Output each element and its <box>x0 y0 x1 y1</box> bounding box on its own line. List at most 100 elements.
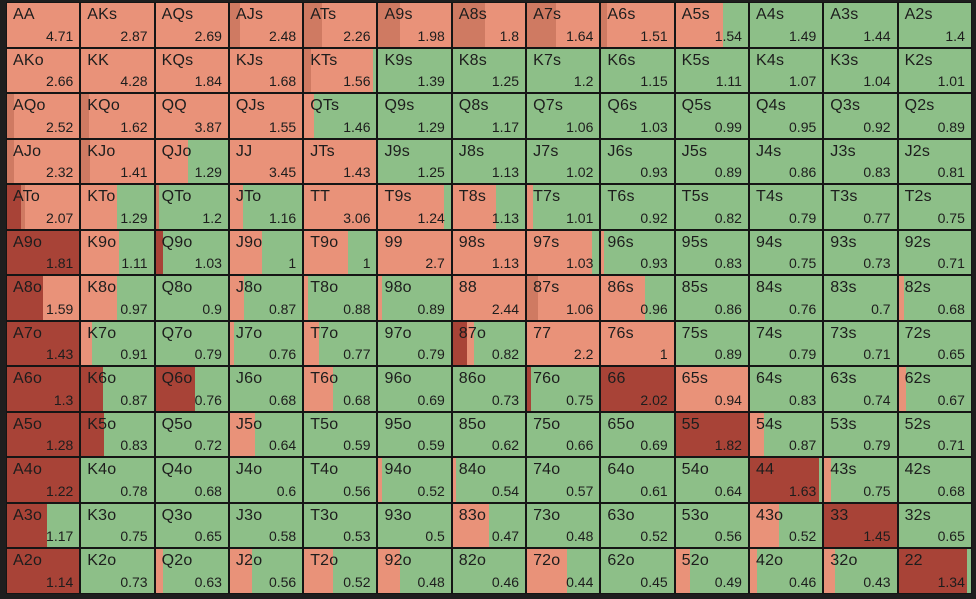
hand-cell[interactable]: 22 1.34 <box>897 548 972 594</box>
hand-cell[interactable]: T6s 0.92 <box>600 184 675 230</box>
hand-cell[interactable]: K7o 0.91 <box>80 320 155 366</box>
hand-cell[interactable]: 94o 0.52 <box>377 457 452 503</box>
hand-cell[interactable]: Q9o 1.03 <box>154 229 229 275</box>
hand-cell[interactable]: 74s 0.79 <box>748 320 824 366</box>
hand-cell[interactable]: Q9s 1.29 <box>377 93 452 139</box>
hand-cell[interactable]: 84s 0.76 <box>748 275 824 321</box>
hand-cell[interactable]: JTo 1.16 <box>228 184 304 230</box>
hand-cell[interactable]: J5s 0.89 <box>674 138 749 184</box>
hand-cell[interactable]: J4o 0.6 <box>228 457 304 503</box>
hand-cell[interactable]: TT 3.06 <box>303 184 378 230</box>
hand-cell[interactable]: K5o 0.83 <box>80 411 155 457</box>
hand-cell[interactable]: J5o 0.64 <box>228 411 304 457</box>
hand-cell[interactable]: Q7o 0.79 <box>154 320 229 366</box>
hand-cell[interactable]: Q8s 1.17 <box>451 93 527 139</box>
hand-cell[interactable]: KQo 1.62 <box>80 93 155 139</box>
hand-cell[interactable]: 99 2.7 <box>377 229 452 275</box>
hand-cell[interactable]: J9o 1 <box>228 229 304 275</box>
hand-cell[interactable]: 83s 0.7 <box>823 275 898 321</box>
hand-cell[interactable]: 32s 0.65 <box>897 502 972 548</box>
hand-cell[interactable]: Q8o 0.9 <box>154 275 229 321</box>
hand-cell[interactable]: 97s 1.03 <box>526 229 601 275</box>
hand-cell[interactable]: 86s 0.96 <box>600 275 675 321</box>
hand-cell[interactable]: 98s 1.13 <box>451 229 527 275</box>
hand-cell[interactable]: 73o 0.48 <box>526 502 601 548</box>
hand-cell[interactable]: T8s 1.13 <box>451 184 527 230</box>
hand-cell[interactable]: A4s 1.49 <box>748 2 824 48</box>
hand-cell[interactable]: 93o 0.5 <box>377 502 452 548</box>
hand-cell[interactable]: JTs 1.43 <box>303 138 378 184</box>
hand-cell[interactable]: Q6o 0.76 <box>154 366 229 412</box>
hand-cell[interactable]: 54o 0.64 <box>674 457 749 503</box>
hand-cell[interactable]: ATo 2.07 <box>6 184 81 230</box>
hand-cell[interactable]: Q6s 1.03 <box>600 93 675 139</box>
hand-cell[interactable]: Q3s 0.92 <box>823 93 898 139</box>
hand-cell[interactable]: AKo 2.66 <box>6 47 81 93</box>
hand-cell[interactable]: 85o 0.62 <box>451 411 527 457</box>
hand-cell[interactable]: J7s 1.02 <box>526 138 601 184</box>
hand-cell[interactable]: K9s 1.39 <box>377 47 452 93</box>
hand-cell[interactable]: T5s 0.82 <box>674 184 749 230</box>
hand-cell[interactable]: J7o 0.76 <box>228 320 304 366</box>
hand-cell[interactable]: KJo 1.41 <box>80 138 155 184</box>
hand-cell[interactable]: K8o 0.97 <box>80 275 155 321</box>
hand-cell[interactable]: 94s 0.75 <box>748 229 824 275</box>
hand-cell[interactable]: Q5o 0.72 <box>154 411 229 457</box>
hand-cell[interactable]: A8o 1.59 <box>6 275 81 321</box>
hand-cell[interactable]: 85s 0.86 <box>674 275 749 321</box>
hand-cell[interactable]: QJo 1.29 <box>154 138 229 184</box>
hand-cell[interactable]: T9s 1.24 <box>377 184 452 230</box>
hand-cell[interactable]: Q4o 0.68 <box>154 457 229 503</box>
hand-cell[interactable]: 72s 0.65 <box>897 320 972 366</box>
hand-cell[interactable]: A9o 1.81 <box>6 229 81 275</box>
hand-cell[interactable]: A5s 1.54 <box>674 2 749 48</box>
hand-cell[interactable]: Q7s 1.06 <box>526 93 601 139</box>
hand-cell[interactable]: 64s 0.83 <box>748 366 824 412</box>
hand-cell[interactable]: 73s 0.71 <box>823 320 898 366</box>
hand-cell[interactable]: AQs 2.69 <box>154 2 229 48</box>
hand-cell[interactable]: AJo 2.32 <box>6 138 81 184</box>
hand-cell[interactable]: 87s 1.06 <box>526 275 601 321</box>
hand-cell[interactable]: 53o 0.56 <box>674 502 749 548</box>
hand-cell[interactable]: T4o 0.56 <box>303 457 378 503</box>
hand-cell[interactable]: 63o 0.52 <box>600 502 675 548</box>
hand-cell[interactable]: 72o 0.44 <box>526 548 601 594</box>
hand-cell[interactable]: A2o 1.14 <box>6 548 81 594</box>
hand-cell[interactable]: QQ 3.87 <box>154 93 229 139</box>
hand-cell[interactable]: Q3o 0.65 <box>154 502 229 548</box>
hand-cell[interactable]: 92o 0.48 <box>377 548 452 594</box>
hand-cell[interactable]: J8o 0.87 <box>228 275 304 321</box>
hand-cell[interactable]: J6o 0.68 <box>228 366 304 412</box>
hand-cell[interactable]: T2s 0.75 <box>897 184 972 230</box>
hand-cell[interactable]: K4s 1.07 <box>748 47 824 93</box>
hand-cell[interactable]: Q2s 0.89 <box>897 93 972 139</box>
hand-cell[interactable]: 42o 0.46 <box>748 548 824 594</box>
hand-cell[interactable]: K9o 1.11 <box>80 229 155 275</box>
hand-cell[interactable]: A7o 1.43 <box>6 320 81 366</box>
hand-cell[interactable]: KTo 1.29 <box>80 184 155 230</box>
hand-cell[interactable]: K7s 1.2 <box>526 47 601 93</box>
hand-cell[interactable]: A4o 1.22 <box>6 457 81 503</box>
hand-cell[interactable]: 77 2.2 <box>526 320 601 366</box>
hand-cell[interactable]: A2s 1.4 <box>897 2 972 48</box>
hand-cell[interactable]: 95s 0.83 <box>674 229 749 275</box>
hand-cell[interactable]: K2s 1.01 <box>897 47 972 93</box>
hand-cell[interactable]: 65o 0.69 <box>600 411 675 457</box>
hand-cell[interactable]: T8o 0.88 <box>303 275 378 321</box>
hand-cell[interactable]: J3o 0.58 <box>228 502 304 548</box>
hand-cell[interactable]: QTs 1.46 <box>303 93 378 139</box>
hand-cell[interactable]: T3s 0.77 <box>823 184 898 230</box>
hand-cell[interactable]: AQo 2.52 <box>6 93 81 139</box>
hand-cell[interactable]: 74o 0.57 <box>526 457 601 503</box>
hand-cell[interactable]: J2s 0.81 <box>897 138 972 184</box>
hand-cell[interactable]: Q4s 0.95 <box>748 93 824 139</box>
hand-cell[interactable]: QJs 1.55 <box>228 93 304 139</box>
hand-cell[interactable]: 83o 0.47 <box>451 502 527 548</box>
hand-cell[interactable]: 96s 0.93 <box>600 229 675 275</box>
hand-cell[interactable]: 86o 0.73 <box>451 366 527 412</box>
hand-cell[interactable]: 92s 0.71 <box>897 229 972 275</box>
hand-cell[interactable]: T5o 0.59 <box>303 411 378 457</box>
hand-cell[interactable]: 43s 0.75 <box>823 457 898 503</box>
hand-cell[interactable]: 55 1.82 <box>674 411 749 457</box>
hand-cell[interactable]: T4s 0.79 <box>748 184 824 230</box>
